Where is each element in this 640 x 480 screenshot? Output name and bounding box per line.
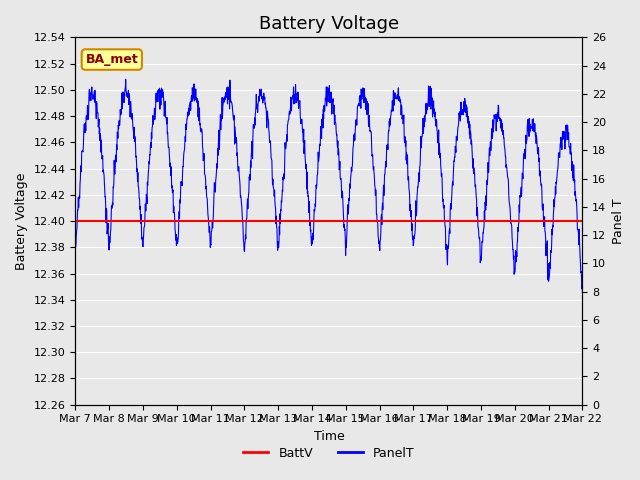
Legend: BattV, PanelT: BattV, PanelT (238, 442, 419, 465)
Y-axis label: Battery Voltage: Battery Voltage (15, 172, 28, 270)
Title: Battery Voltage: Battery Voltage (259, 15, 399, 33)
Text: BA_met: BA_met (85, 53, 138, 66)
X-axis label: Time: Time (314, 430, 344, 443)
Y-axis label: Panel T: Panel T (612, 198, 625, 244)
